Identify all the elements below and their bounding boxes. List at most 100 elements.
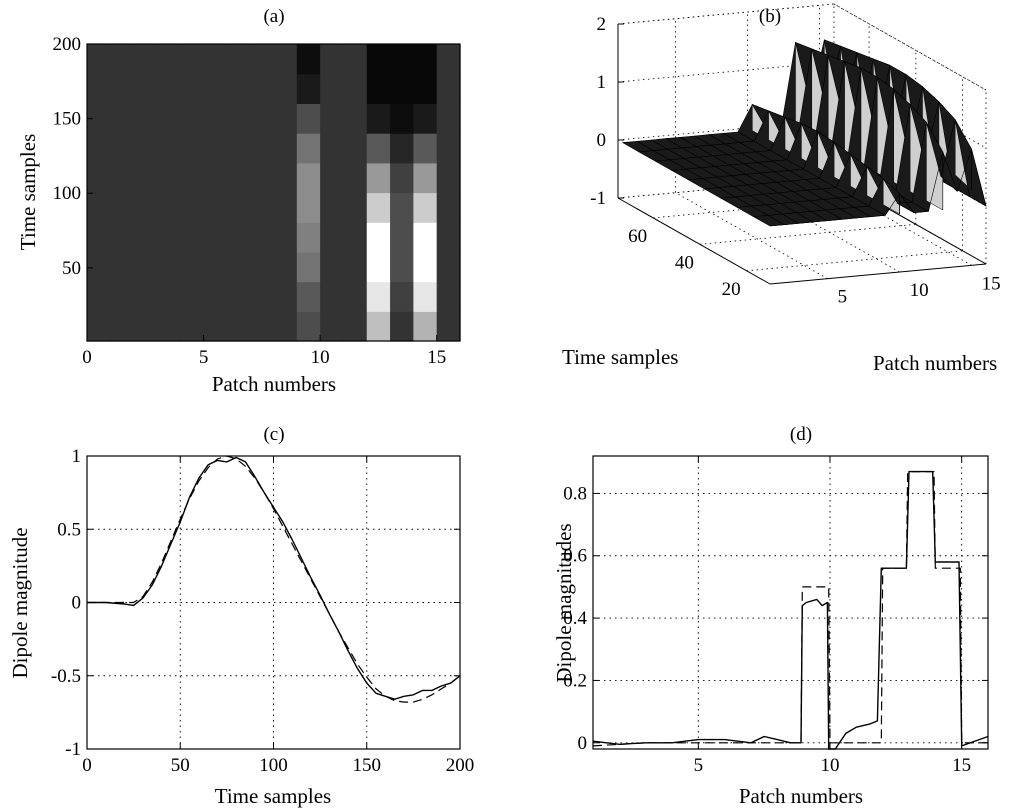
panel-b-title: (b) [759,6,781,27]
panel-b-surface: (b) -1 0 1 2 20 40 60 5 10 15 Time samples Patch … [562,3,1001,375]
heatmap-cell [226,162,251,194]
heatmap-cell [156,281,181,312]
panel-d-line: (d) 5 10 15 0 0.2 0.4 0.6 0.8 Patch numbers Di… [552,424,989,808]
heatmap-cell [296,311,321,342]
heatmap-cell [273,44,298,75]
heatmap-cell [180,44,205,75]
heatmap-cell [203,281,228,312]
heatmap-cell [110,251,135,283]
heatmap-cell [87,222,111,253]
panel-b-z-tick-label: 0 [597,130,607,151]
heatmap-cell [250,133,275,164]
heatmap-cell [320,192,345,223]
panel-a-heatmap: (a) 0 5 10 15 50 100 150 200 Patch numbers Tim… [16,6,461,396]
heatmap-cell [133,311,158,342]
panel-b-z-tick-label: 1 [597,72,607,93]
heatmap-cell [250,222,275,253]
heatmap-cell [180,192,205,223]
heatmap-cell [413,311,438,342]
panel-a-title: (a) [263,6,284,27]
heatmap-cell [320,281,345,312]
heatmap-cell [273,103,298,134]
panel-d-y-label: Dipole magnitudes [552,523,576,682]
heatmap-cell [180,251,205,283]
heatmap-cell [156,222,181,253]
heatmap-cell [320,103,345,134]
heatmap-cell [296,222,321,253]
panel-d-y-tick-label: 0.6 [563,546,587,567]
heatmap-cell [273,281,298,312]
heatmap-cell [156,73,181,104]
heatmap-cell [343,133,368,164]
heatmap-cell [320,251,345,283]
heatmap-cell [366,281,391,312]
heatmap-cell [343,222,368,253]
heatmap-cell [133,251,158,283]
heatmap-cell [133,281,158,312]
heatmap-cell [110,192,135,223]
heatmap-cell [390,133,414,164]
heatmap-cell [156,311,181,342]
heatmap-cell [366,251,391,283]
panel-b-x-tick-label: 20 [722,279,741,300]
heatmap-cell [203,192,228,223]
panel-b-surface-mesh [621,39,987,227]
heatmap-cell [343,311,368,342]
heatmap-cell [273,162,298,194]
panel-a-y-tick-label: 150 [53,109,82,130]
heatmap-cell [250,73,275,104]
heatmap-cell [343,192,368,223]
heatmap-cell [366,192,391,223]
heatmap-cell [436,192,461,223]
heatmap-cell [226,44,251,75]
heatmap-cell [180,222,205,253]
heatmap-cell [110,311,135,342]
heatmap-cell [226,281,251,312]
panel-a-x-tick-label: 0 [82,347,92,368]
heatmap-cell [320,73,345,104]
heatmap-cell [250,44,275,75]
heatmap-cell [366,73,391,104]
heatmap-cell [180,133,205,164]
panel-a-y-tick-label: 100 [53,183,82,204]
panel-a-x-ticks: 0 5 10 15 [82,335,446,368]
heatmap-cell [87,281,111,312]
heatmap-cell [390,103,414,134]
panel-d-y-tick-label: 0.4 [563,608,587,629]
panel-d-x-ticks: 5 10 15 [694,456,971,776]
heatmap-cell [390,222,414,253]
panel-d-y-ticks: 0 0.2 0.4 0.6 0.8 [563,483,988,754]
heatmap-cell [296,73,321,104]
heatmap-cell [343,73,368,104]
heatmap-cell [320,133,345,164]
heatmap-cell [296,281,321,312]
panel-d-title: (d) [790,424,812,445]
heatmap-cell [436,44,461,75]
heatmap-cell [296,133,321,164]
panel-c-y-tick-label: 0 [72,593,82,614]
heatmap-cell [343,44,368,75]
panel-c-series [87,455,461,703]
heatmap-cell [413,103,438,134]
heatmap-cell [226,192,251,223]
panel-b-y-tick-label: 10 [910,280,929,301]
panel-a-frame [86,43,461,342]
panel-a-y-ticks: 50 100 150 200 [53,34,93,279]
heatmap-cell [87,162,111,194]
heatmap-cell [343,281,368,312]
heatmap-cell [296,44,321,75]
heatmap-cell [390,281,414,312]
heatmap-cell [390,251,414,283]
panel-c-y-tick-label: -1 [65,739,81,760]
heatmap-cell [390,73,414,104]
heatmap-cell [436,222,461,253]
heatmap-cell [203,44,228,75]
panel-d-series-dashed [592,471,988,747]
heatmap-cell [273,192,298,223]
heatmap-cell [296,251,321,283]
panel-c-y-label: Dipole magnitude [8,527,32,678]
heatmap-cell [156,44,181,75]
panel-c-x-tick-label: 50 [171,755,190,776]
heatmap-cell [296,103,321,134]
